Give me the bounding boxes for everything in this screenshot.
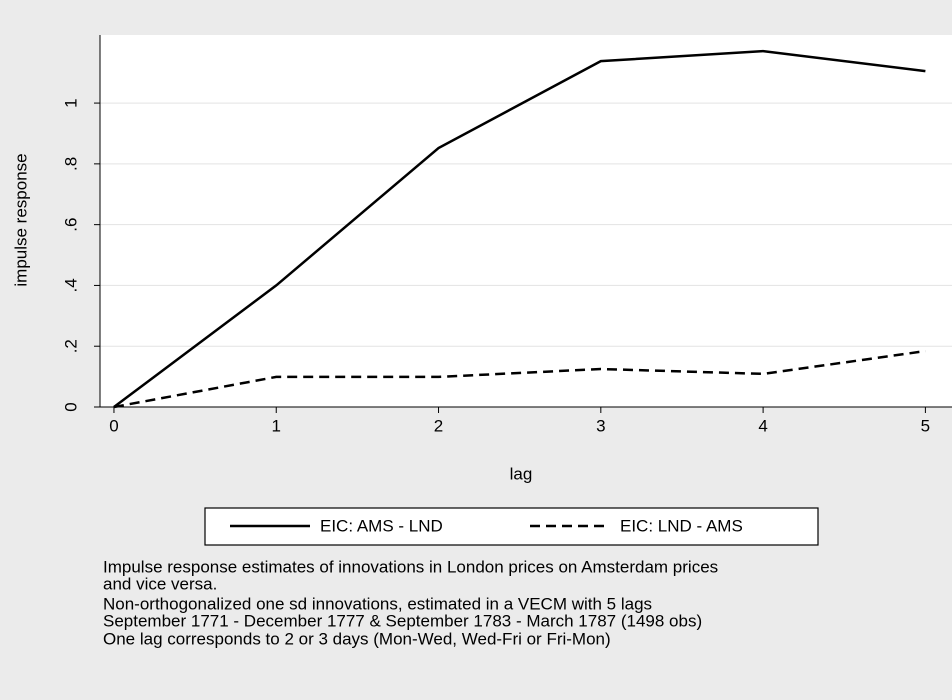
plot-area (100, 35, 952, 407)
x-tick-label: 3 (596, 416, 605, 435)
x-tick-label: 2 (434, 416, 443, 435)
note: One lag corresponds to 2 or 3 days (Mon-… (103, 629, 611, 648)
line-series (113, 349, 926, 409)
note: Non-orthogonalized one sd innovations, e… (103, 594, 652, 613)
legend-label: EIC: AMS - LND (320, 516, 443, 535)
x-tick-label: 4 (758, 416, 767, 435)
y-tick-label: 0 (61, 402, 80, 411)
legend-label: EIC: LND - AMS (620, 516, 743, 535)
line-series (113, 49, 926, 409)
x-tick-label: 5 (921, 416, 930, 435)
y-tick-label: 1 (61, 98, 80, 107)
x-tick-label: 1 (272, 416, 281, 435)
x-axis-label: lag (510, 464, 533, 483)
y-tick-label: .6 (61, 218, 80, 232)
y-tick-label: .8 (61, 157, 80, 171)
y-tick-label: .2 (61, 339, 80, 353)
note: Impulse response estimates of innovation… (103, 557, 718, 576)
y-tick-label: .4 (61, 278, 80, 292)
x-tick-label: 0 (109, 416, 118, 435)
note: September 1771 - December 1777 & Septemb… (103, 611, 702, 630)
y-axis-label: impulse response (11, 153, 30, 286)
note: and vice versa. (103, 574, 217, 593)
